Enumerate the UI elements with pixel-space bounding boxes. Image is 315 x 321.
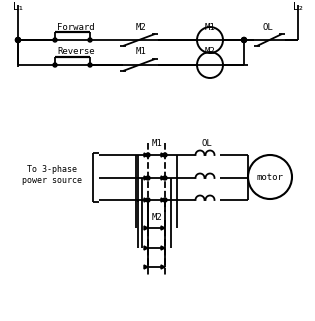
Circle shape [15,38,20,42]
Circle shape [146,198,150,202]
Polygon shape [144,265,148,269]
Polygon shape [161,176,165,180]
Polygon shape [161,246,165,250]
Polygon shape [144,198,148,202]
Text: M2: M2 [136,22,146,31]
Circle shape [53,38,57,42]
Circle shape [163,176,167,180]
Circle shape [53,63,57,67]
Text: To 3-phase
power source: To 3-phase power source [22,165,82,185]
Text: M2: M2 [205,48,215,56]
Polygon shape [144,176,148,180]
Text: OL: OL [263,22,273,31]
Circle shape [242,38,247,42]
Circle shape [88,38,92,42]
Text: L₂: L₂ [293,2,303,12]
Circle shape [146,176,150,180]
Text: L₁: L₁ [13,2,23,12]
Text: OL: OL [202,138,212,148]
Circle shape [242,38,247,42]
Text: M1: M1 [152,138,162,148]
Polygon shape [161,198,165,202]
Polygon shape [161,153,165,157]
Text: M1: M1 [205,22,215,31]
Circle shape [15,38,20,42]
Text: Reverse: Reverse [57,48,95,56]
Text: M1: M1 [136,48,146,56]
Circle shape [163,153,167,157]
Polygon shape [161,265,165,269]
Polygon shape [144,246,148,250]
Text: M2: M2 [152,213,162,222]
Polygon shape [144,226,148,230]
Polygon shape [161,226,165,230]
Text: Forward: Forward [57,22,95,31]
Polygon shape [144,153,148,157]
Text: motor: motor [256,172,284,181]
Circle shape [146,153,150,157]
Circle shape [163,198,167,202]
Circle shape [88,63,92,67]
